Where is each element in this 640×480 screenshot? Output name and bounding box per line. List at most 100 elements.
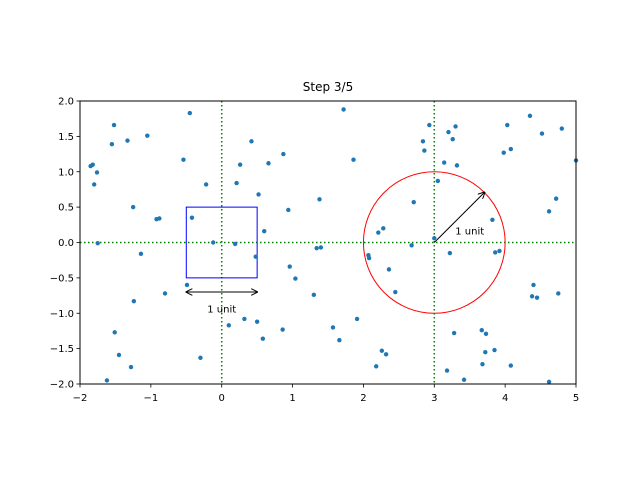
- data-point: [131, 299, 137, 304]
- data-point: [237, 162, 243, 167]
- data-point: [317, 197, 322, 202]
- data-point: [446, 129, 451, 135]
- data-point: [249, 139, 254, 144]
- data-point: [95, 241, 100, 246]
- y-tick-label: −1.0: [50, 309, 74, 320]
- data-point: [242, 316, 247, 322]
- data-point: [314, 245, 319, 251]
- data-point: [112, 330, 117, 335]
- data-point: [501, 150, 506, 155]
- y-tick-label: 1.0: [58, 167, 74, 178]
- data-point: [281, 151, 286, 157]
- data-point: [318, 245, 324, 250]
- data-point: [354, 316, 360, 322]
- data-point: [280, 327, 285, 332]
- data-point: [546, 379, 552, 385]
- data-point: [444, 368, 450, 373]
- data-point: [125, 138, 130, 143]
- data-point: [483, 331, 489, 336]
- circle-radius-arrow: [433, 192, 484, 243]
- data-point: [529, 294, 535, 299]
- data-point: [203, 182, 209, 187]
- unit-square: [185, 206, 258, 279]
- data-point: [411, 199, 416, 205]
- data-point: [128, 364, 134, 370]
- y-tick-label: 0.5: [58, 203, 74, 214]
- data-point: [483, 349, 488, 355]
- data-point: [386, 267, 392, 272]
- data-point: [184, 282, 190, 288]
- data-point: [480, 361, 485, 367]
- data-point: [104, 378, 110, 383]
- data-point: [497, 248, 502, 254]
- data-point: [492, 347, 497, 353]
- data-point: [435, 178, 441, 184]
- data-point: [559, 126, 565, 131]
- x-tick-label: 2: [360, 393, 366, 404]
- data-point: [381, 226, 386, 231]
- data-point: [373, 364, 379, 369]
- data-point: [341, 107, 346, 112]
- data-point: [189, 215, 195, 220]
- y-tick-label: −1.5: [50, 344, 74, 355]
- data-point: [450, 137, 455, 142]
- data-point: [479, 328, 484, 333]
- data-point: [256, 192, 261, 197]
- data-point: [266, 161, 271, 166]
- data-point: [226, 323, 231, 328]
- x-tick-label: 3: [431, 393, 437, 404]
- data-point: [232, 241, 238, 247]
- data-point: [90, 162, 95, 167]
- data-point: [432, 236, 437, 241]
- data-point: [293, 276, 298, 281]
- data-point: [109, 141, 115, 147]
- y-tick-label: 2.0: [58, 97, 74, 108]
- y-tick-label: −2.0: [50, 380, 74, 391]
- data-point: [198, 355, 203, 361]
- x-tick-label: −1: [143, 393, 158, 404]
- data-point: [546, 209, 552, 214]
- data-point: [383, 352, 389, 357]
- data-point: [427, 122, 432, 128]
- data-point: [94, 170, 100, 175]
- x-tick-label: 4: [502, 393, 508, 404]
- data-point: [187, 110, 193, 116]
- data-point: [534, 295, 540, 300]
- data-point: [366, 255, 372, 261]
- data-point: [505, 122, 510, 128]
- data-point: [461, 377, 467, 382]
- data-point: [211, 240, 216, 245]
- data-point: [539, 131, 545, 136]
- data-point: [508, 363, 514, 368]
- data-point: [508, 146, 514, 152]
- x-tick-label: 5: [573, 393, 579, 404]
- data-point: [253, 254, 258, 259]
- data-point: [553, 196, 559, 201]
- data-point: [531, 282, 536, 288]
- data-point: [422, 148, 427, 153]
- data-point: [111, 122, 117, 128]
- y-tick-label: 1.5: [58, 132, 74, 143]
- data-point: [138, 251, 144, 257]
- data-point: [91, 182, 97, 187]
- data-point: [454, 163, 460, 168]
- data-point: [451, 330, 457, 336]
- data-point: [337, 337, 342, 343]
- circle-arrow-label: 1 unit: [455, 226, 484, 237]
- data-point: [262, 228, 267, 234]
- y-tick-label: −0.5: [50, 273, 74, 284]
- unit-circle: [362, 171, 506, 314]
- data-point: [254, 319, 260, 324]
- data-point: [145, 133, 150, 138]
- data-point: [162, 291, 168, 296]
- data-point: [181, 157, 186, 162]
- data-point: [453, 124, 458, 129]
- data-point: [260, 336, 266, 341]
- data-point: [393, 289, 398, 295]
- data-point: [330, 325, 336, 330]
- data-point: [379, 348, 385, 353]
- data-point: [116, 352, 122, 358]
- data-point: [409, 243, 414, 248]
- data-point: [286, 207, 291, 213]
